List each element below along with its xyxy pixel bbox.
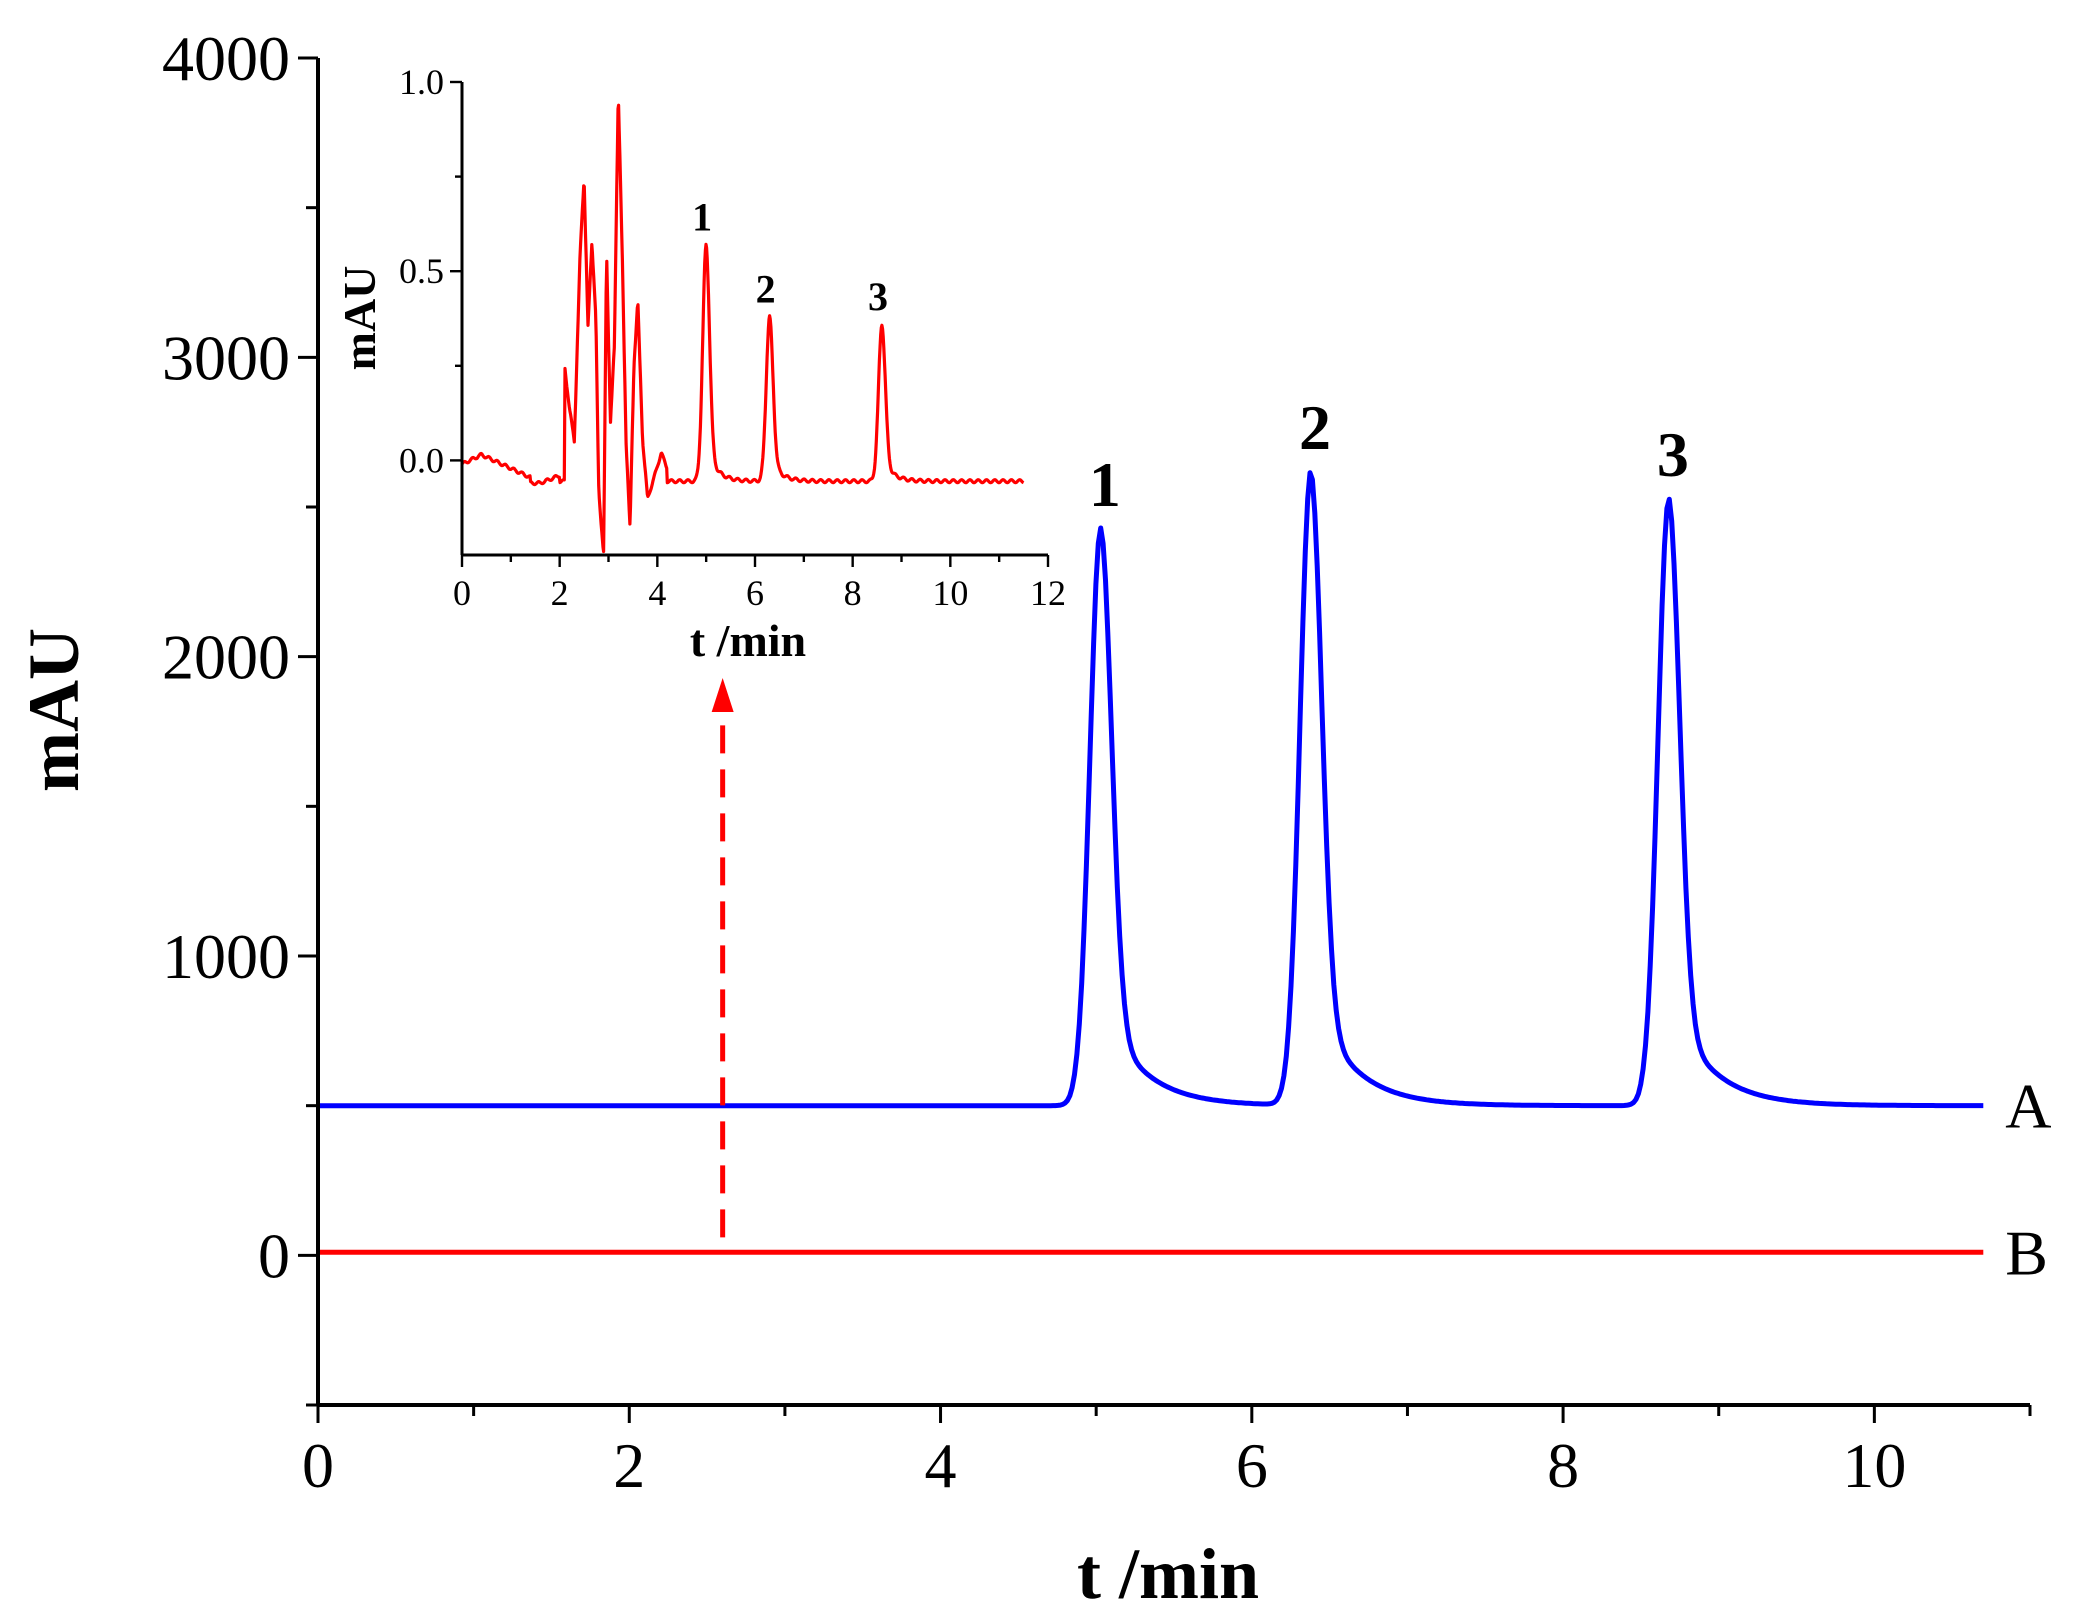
x-tick-label: 10 [1842, 1430, 1906, 1501]
y-tick-label: 1000 [162, 921, 290, 992]
main-peak-labels: 1 2 3 [1089, 392, 1689, 520]
x-axis-title: t /min [1077, 1534, 1259, 1614]
inset-y-tick-label: 0.5 [399, 251, 444, 291]
inset-ticks: 0 2 4 6 8 10 120.00.51.0 [399, 62, 1066, 613]
inset-trace-line [460, 103, 1025, 554]
inset-x-tick-label: 6 [746, 573, 764, 613]
series-name-B: B [2005, 1217, 2048, 1288]
trace-A [317, 470, 1984, 1109]
magnify-arrow [711, 678, 734, 1238]
x-tick-label: 4 [925, 1430, 957, 1501]
inset-x-tick-label: 8 [844, 573, 862, 613]
y-tick-label: 0 [258, 1220, 290, 1291]
inset-peak-label-2: 2 [756, 267, 776, 312]
inset-y-tick-label: 0.0 [399, 440, 444, 480]
inset-y-axis-title: mAU [334, 266, 385, 371]
y-tick-label: 3000 [162, 322, 290, 393]
peak-label-3: 3 [1657, 419, 1689, 490]
arrow-head [711, 678, 734, 712]
inset-peak-labels: 12 3 [692, 195, 888, 319]
inset-x-tick-label: 4 [648, 573, 666, 613]
x-tick-label: 8 [1547, 1430, 1579, 1501]
y-tick-label: 4000 [162, 23, 290, 94]
inset-x-tick-label: 2 [551, 573, 569, 613]
inset-trace [460, 103, 1025, 554]
inset-y-tick-label: 1.0 [399, 62, 444, 102]
inset-x-tick-label: 12 [1030, 573, 1066, 613]
peak-label-1: 1 [1089, 449, 1121, 520]
inset-peak-label-1: 1 [692, 195, 712, 240]
x-tick-label: 6 [1236, 1430, 1268, 1501]
main-axes [316, 58, 2030, 1407]
inset-x-axis-title: t /min [690, 615, 806, 666]
inset-x-tick-label: 10 [932, 573, 968, 613]
x-tick-label: 2 [613, 1430, 645, 1501]
inset-peak-label-3: 3 [868, 274, 888, 319]
main-traces [317, 470, 1984, 1255]
x-tick-label: 0 [302, 1430, 334, 1501]
inset-x-tick-label: 0 [453, 573, 471, 613]
series-name-A: A [2005, 1071, 2051, 1142]
y-axis-title: mAU [14, 628, 94, 792]
inset-plot: 0 2 4 6 8 10 120.00.51.0 12 3 t /min mAU [334, 62, 1066, 666]
inset-axes [460, 82, 1048, 557]
peak-label-2: 2 [1299, 392, 1331, 463]
series-name-labels: AB [2005, 1071, 2051, 1289]
y-tick-label: 2000 [162, 622, 290, 693]
